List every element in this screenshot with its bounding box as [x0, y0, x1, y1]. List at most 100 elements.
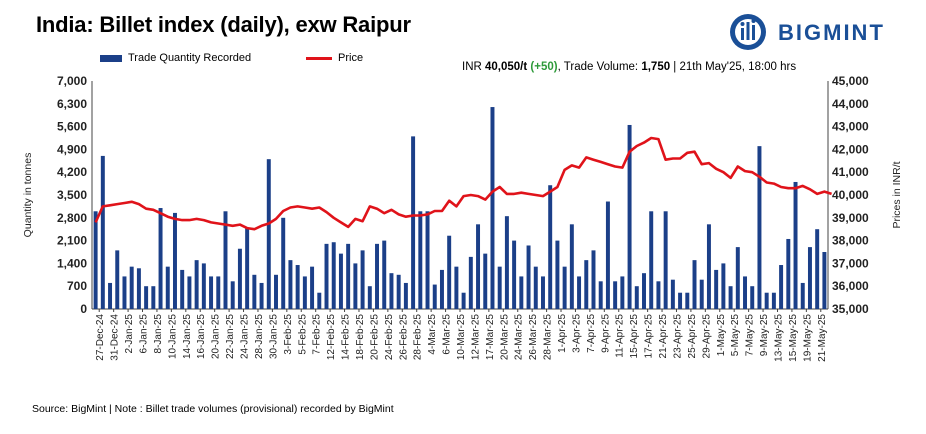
x-tick-label: 7-Feb-25 [312, 314, 323, 355]
quantity-bar [728, 286, 733, 309]
quantity-bar [418, 211, 423, 309]
quantity-bar [223, 211, 228, 309]
x-tick-label: 23-Apr-25 [673, 314, 684, 359]
x-tick-label: 11-Apr-25 [615, 314, 626, 358]
legend-line-label: Price [338, 52, 364, 64]
quantity-bar [483, 253, 488, 309]
quantity-bar [324, 243, 329, 309]
bigmint-logo-text: BIGMINT [778, 20, 885, 45]
quantity-bar [497, 266, 502, 309]
quantity-bar [757, 146, 762, 309]
quantity-bar [439, 269, 444, 309]
quantity-bar [389, 273, 394, 309]
quantity-bar [519, 276, 524, 309]
x-tick-label: 15-May-25 [788, 314, 799, 362]
x-tick-label: 17-Mar-25 [485, 314, 496, 361]
quantity-bar [548, 185, 553, 309]
y-left-tick-label: 0 [80, 302, 87, 316]
info-volume: 1,750 [641, 61, 671, 73]
quantity-bar [512, 240, 517, 309]
quantity-bar [454, 266, 459, 309]
y-right-tick-label: 45,000 [832, 74, 869, 88]
quantity-bar [180, 269, 185, 309]
quantity-bar [122, 276, 127, 309]
x-tick-label: 28-Mar-25 [543, 314, 554, 361]
quantity-bar [259, 282, 264, 309]
quantity-bar [504, 216, 509, 309]
quantity-bar [692, 260, 697, 309]
quantity-bar [699, 279, 704, 309]
quantity-bar [569, 224, 574, 309]
quantity-bar [540, 276, 545, 309]
quantity-bar [310, 266, 315, 309]
quantity-bar [750, 286, 755, 309]
y-right-tick-label: 40,000 [832, 188, 869, 202]
quantity-bar [627, 124, 632, 309]
quantity-bar [634, 286, 639, 309]
quantity-bar [151, 286, 156, 309]
x-tick-label: 16-Jan-25 [196, 314, 207, 359]
legend-line-swatch [306, 56, 332, 60]
y-right-tick-label: 36,000 [832, 279, 869, 293]
quantity-bar [562, 266, 567, 309]
quantity-bar [786, 238, 791, 309]
x-tick-label: 26-Feb-25 [398, 314, 409, 361]
quantity-bar [613, 281, 618, 309]
quantity-bar [807, 247, 812, 309]
x-tick-label: 28-Jan-25 [254, 314, 265, 359]
billet-index-chart: 0 700 1,400 2,100 2,800 3,500 4,200 4,900 5,600 6… [22, 74, 903, 362]
source-note: Source: BigMint | Note : Billet trade vo… [32, 403, 394, 415]
x-tick-label: 15-Apr-25 [629, 314, 640, 359]
x-tick-label: 14-Jan-25 [182, 314, 193, 359]
quantity-bar [447, 235, 452, 309]
y-right-tick-label: 41,000 [832, 165, 869, 179]
quantity-bar [108, 282, 113, 309]
x-tick-label: 29-Apr-25 [701, 314, 712, 359]
x-tick-label: 19-May-25 [802, 314, 813, 362]
quantity-bar [822, 252, 827, 309]
quantity-bar [317, 292, 322, 309]
info-volume-label: , Trade Volume: [557, 61, 642, 73]
y-left-tick-label: 1,400 [57, 256, 87, 270]
quantity-bar [194, 260, 199, 309]
price-info: INR 40,050/t (+50), Trade Volume: 1,750 … [462, 61, 796, 73]
quantity-bar [302, 276, 307, 309]
y-left-tick-label: 2,800 [57, 211, 87, 225]
x-tick-label: 13-May-25 [774, 314, 785, 362]
x-tick-label: 5-May-25 [730, 314, 741, 357]
x-tick-label: 18-Feb-25 [355, 314, 366, 361]
x-tick-label: 14-Feb-25 [341, 314, 352, 361]
x-tick-label: 10-Mar-25 [456, 314, 467, 361]
quantity-bar [591, 250, 596, 309]
y-axis-right-title: Prices in INR/t [891, 161, 903, 228]
quantity-bar [670, 279, 675, 309]
y-left-tick-label: 3,500 [57, 188, 87, 202]
quantity-bar [295, 265, 300, 309]
quantity-bar [735, 247, 740, 309]
x-tick-label: 9-Apr-25 [600, 314, 611, 353]
quantity-bar [375, 243, 380, 309]
x-tick-label: 28-Feb-25 [413, 314, 424, 361]
info-timestamp: | 21th May'25, 18:00 hrs [670, 61, 797, 73]
x-tick-label: 3-Apr-25 [572, 314, 583, 353]
quantity-bar [714, 269, 719, 309]
quantity-bar [598, 281, 603, 309]
quantity-bar [584, 260, 589, 309]
y-left-tick-label: 7,000 [57, 74, 87, 88]
quantity-bar [461, 292, 466, 309]
quantity-bar [425, 211, 430, 309]
quantity-bar [346, 243, 351, 309]
quantity-bar [642, 273, 646, 309]
y-right-tick-label: 44,000 [832, 97, 869, 111]
info-prefix: INR [462, 61, 485, 73]
quantity-bar [187, 276, 192, 309]
quantity-bar [620, 276, 625, 309]
bigmint-logo: BIGMINT [728, 12, 898, 52]
quantity-bar [367, 286, 372, 309]
quantity-bar [678, 292, 683, 309]
quantity-bar [201, 263, 206, 309]
quantity-bar [721, 263, 726, 309]
legend-bar-entry: Trade Quantity Recorded [100, 52, 251, 64]
y-right-tick-label: 38,000 [832, 234, 869, 248]
quantity-bar [252, 274, 257, 309]
